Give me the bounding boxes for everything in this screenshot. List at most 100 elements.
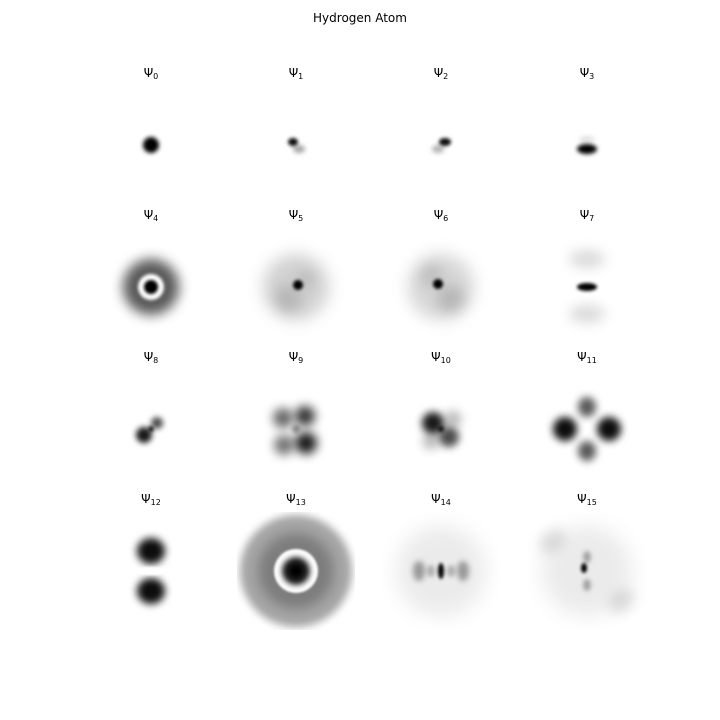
panel-title-symbol: Ψ — [143, 350, 154, 364]
panel-title-symbol: Ψ — [288, 208, 299, 222]
orbital-heatmap-panel — [237, 512, 355, 630]
orbital-density-lobe — [136, 427, 152, 443]
panel-title-index: 10 — [440, 356, 451, 365]
orbital-density-lobe — [427, 565, 435, 577]
panel-title-index: 0 — [153, 72, 159, 81]
orbital-heatmap-panel — [237, 370, 355, 488]
orbital-density-lobe — [577, 144, 597, 154]
panel-title-index: 11 — [586, 356, 597, 365]
orbital-density-lobe — [438, 426, 444, 432]
panel-title-index: 9 — [298, 356, 304, 365]
orbital-density-lobe — [151, 417, 163, 429]
panel-title-index: 7 — [589, 214, 595, 223]
orbital-density-lobe — [144, 280, 158, 294]
orbital-heatmap-panel — [237, 228, 355, 346]
orbital-heatmap-panel — [382, 228, 500, 346]
panel-title-index: 8 — [153, 356, 159, 365]
panel-title: Ψ1 — [237, 66, 355, 81]
orbital-density-lobe — [419, 263, 443, 287]
panel-title: Ψ10 — [382, 350, 500, 365]
panel-title-index: 6 — [443, 214, 449, 223]
orbital-density-lobe — [293, 145, 305, 153]
orbital-density-lobe — [295, 432, 317, 454]
panel-title: Ψ11 — [528, 350, 646, 365]
orbital-density-lobe — [274, 435, 294, 455]
panel-title: Ψ7 — [528, 208, 646, 223]
orbital-heatmap-panel — [237, 86, 355, 204]
panel-title-symbol: Ψ — [431, 492, 441, 506]
orbital-density-lobe — [413, 561, 425, 581]
panel-title-symbol: Ψ — [433, 208, 444, 222]
orbital-density-lobe — [432, 145, 444, 153]
orbital-density-lobe — [457, 561, 469, 581]
panel-title-index: 1 — [298, 72, 304, 81]
panel-title: Ψ5 — [237, 208, 355, 223]
orbital-density-lobe — [439, 138, 451, 146]
orbital-heatmap-panel — [528, 370, 646, 488]
panel-title: Ψ13 — [237, 492, 355, 507]
orbital-heatmap-panel — [382, 512, 500, 630]
heatmap-background — [528, 370, 646, 488]
panel-title-symbol: Ψ — [288, 66, 299, 80]
panel-title-symbol: Ψ — [288, 350, 299, 364]
orbital-density-lobe — [295, 406, 315, 426]
panel-title-symbol: Ψ — [433, 66, 444, 80]
panel-title: Ψ8 — [92, 350, 210, 365]
figure-title: Hydrogen Atom — [313, 11, 407, 25]
orbital-density-lobe — [148, 426, 154, 432]
panel-title-index: 5 — [298, 214, 304, 223]
panel-title-index: 13 — [295, 498, 306, 507]
orbital-density-lobe — [578, 397, 596, 417]
panel-title-symbol: Ψ — [143, 66, 154, 80]
panel-title-index: 3 — [589, 72, 595, 81]
panel-title: Ψ12 — [92, 492, 210, 507]
panel-title: Ψ3 — [528, 66, 646, 81]
orbital-heatmap-panel — [382, 86, 500, 204]
panel-title: Ψ6 — [382, 208, 500, 223]
orbital-density-lobe — [273, 408, 293, 428]
orbital-density-lobe — [296, 269, 316, 289]
orbital-density-lobe — [137, 538, 165, 564]
panel-title-index: 15 — [586, 498, 597, 507]
orbital-density-lobe — [609, 589, 635, 613]
panel-title-symbol: Ψ — [577, 492, 587, 506]
orbital-density-lobe — [137, 578, 165, 604]
orbital-density-lobe — [290, 565, 302, 577]
orbital-density-lobe — [542, 526, 632, 616]
panel-title: Ψ2 — [382, 66, 500, 81]
panel-title: Ψ0 — [92, 66, 210, 81]
orbital-density-lobe — [597, 417, 621, 441]
orbital-density-lobe — [274, 285, 302, 313]
orbital-density-lobe — [553, 417, 577, 441]
panel-title-symbol: Ψ — [579, 208, 590, 222]
panel-title-symbol: Ψ — [286, 492, 296, 506]
orbital-density-lobe — [539, 529, 565, 553]
orbital-heatmap-panel — [92, 512, 210, 630]
orbital-density-lobe — [583, 579, 591, 591]
panel-title-index: 14 — [440, 498, 451, 507]
orbital-density-lobe — [583, 551, 591, 563]
orbital-heatmap-panel — [528, 512, 646, 630]
orbital-density-lobe — [288, 138, 298, 146]
panel-title-symbol: Ψ — [143, 208, 154, 222]
orbital-density-lobe — [581, 563, 587, 573]
panel-title-symbol: Ψ — [141, 492, 151, 506]
orbital-density-lobe — [577, 283, 597, 291]
orbital-density-lobe — [292, 425, 300, 433]
orbital-density-lobe — [569, 305, 605, 323]
orbital-density-lobe — [437, 285, 465, 313]
panel-title-symbol: Ψ — [577, 350, 587, 364]
orbital-density-lobe — [438, 563, 444, 579]
heatmap-background — [382, 86, 500, 204]
panel-title-index: 12 — [150, 498, 161, 507]
orbital-density-lobe — [447, 565, 455, 577]
orbital-density-lobe — [445, 411, 461, 427]
orbital-heatmap-panel — [92, 86, 210, 204]
orbital-density-lobe — [439, 427, 459, 447]
orbital-density-lobe — [423, 433, 439, 449]
panel-title: Ψ4 — [92, 208, 210, 223]
panel-title-symbol: Ψ — [431, 350, 441, 364]
orbital-heatmap-panel — [382, 370, 500, 488]
orbital-heatmap-panel — [528, 228, 646, 346]
panel-title: Ψ15 — [528, 492, 646, 507]
